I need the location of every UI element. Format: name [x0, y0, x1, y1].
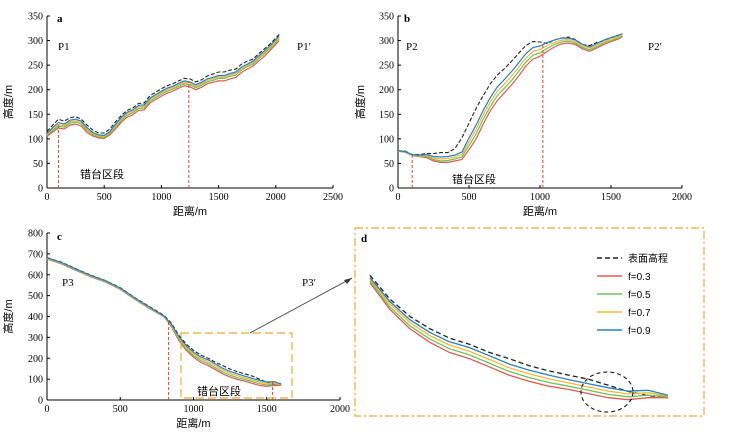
- series-line-f09: [46, 257, 282, 385]
- series-line-surface: [46, 33, 280, 134]
- x-tick-label: 2500: [323, 192, 343, 203]
- zoom-arrowhead: [344, 278, 352, 284]
- panel-label: b: [404, 13, 410, 25]
- y-tick-label: 200: [379, 85, 394, 96]
- y-tick-label: 100: [28, 375, 43, 386]
- y-tick-label: 600: [28, 270, 43, 281]
- legend-label: f=0.9: [628, 326, 651, 337]
- legend-label: f=0.7: [628, 308, 651, 319]
- zoom-series-line-f09: [369, 277, 669, 396]
- zone-label: 错台区段: [197, 384, 241, 398]
- x-tick-label: 2000: [672, 192, 692, 203]
- y-tick-label: 300: [28, 333, 43, 344]
- x-tick-label: 1000: [151, 192, 171, 203]
- profile-start-label: P3: [62, 277, 74, 289]
- panel-label: d: [361, 233, 367, 245]
- series-line-f03: [46, 40, 280, 140]
- x-tick-label: 500: [462, 192, 477, 203]
- highlight-ellipse: [580, 371, 634, 413]
- series-line-f09: [46, 35, 280, 137]
- y-tick-label: 700: [28, 249, 43, 260]
- y-tick-label: 200: [28, 354, 43, 365]
- zoom-arrow: [249, 277, 353, 334]
- zoom-series-line-f05: [369, 280, 669, 398]
- zone-label: 错台区段: [452, 172, 496, 186]
- zoom-series-line-surface: [369, 274, 669, 399]
- legend: 表面高程 f=0.3 f=0.5 f=0.7 f=0.9: [597, 252, 668, 337]
- series-line-f05: [46, 258, 282, 386]
- series-line-f09: [397, 33, 623, 158]
- series-line-f07: [46, 36, 280, 138]
- zoom-box: [180, 332, 293, 399]
- legend-label: f=0.5: [628, 290, 651, 301]
- panel-b: 0 500 1000 1500 2000 0 50 100 150 200 250 300 350 距离/…: [353, 12, 692, 219]
- panel-c: 0 500 1000 1500 2000 0 100 200 300 400 500 600 700 80…: [1, 229, 350, 431]
- series-line-f03: [46, 258, 282, 388]
- series-line-surface: [397, 34, 623, 156]
- zoom-series-line-f07: [369, 278, 669, 397]
- profile-end-label: P2′: [648, 41, 662, 53]
- y-tick-label: 300: [379, 36, 394, 47]
- y-tick-label: 0: [38, 184, 43, 195]
- legend-label: 表面高程: [628, 252, 668, 265]
- y-tick-label: 250: [379, 61, 394, 72]
- series-line-f03: [397, 36, 623, 163]
- x-tick-label: 2000: [330, 404, 350, 415]
- y-tick-label: 100: [379, 134, 394, 145]
- panel-label: c: [57, 231, 62, 243]
- y-tick-label: 350: [379, 12, 394, 23]
- series-line-f07: [46, 257, 282, 386]
- y-axis-label: 高度/m: [1, 85, 15, 119]
- y-tick-label: 200: [28, 85, 43, 96]
- x-axis-label: 距离/m: [173, 204, 207, 218]
- zoom-region: [180, 277, 353, 399]
- panel-label: a: [57, 13, 63, 25]
- zone-label: 错台区段: [80, 167, 124, 181]
- zoom-series-line-f03: [369, 282, 668, 401]
- x-tick-label: 0: [45, 192, 50, 203]
- x-tick-label: 1000: [184, 404, 204, 415]
- y-tick-label: 50: [384, 159, 394, 170]
- y-tick-label: 150: [379, 110, 394, 121]
- panel-a: 0 500 1000 1500 2000 2500 0 50 100 150 200 250 300 35…: [1, 12, 343, 219]
- x-tick-label: 500: [97, 192, 112, 203]
- series-line-f05: [397, 35, 623, 162]
- legend-label: f=0.3: [628, 272, 651, 283]
- x-axis-label: 距离/m: [523, 204, 557, 218]
- y-axis-label: 高度/m: [1, 299, 15, 333]
- zoom-panel-frame: [354, 227, 705, 417]
- y-axis-label: 高度/m: [353, 85, 367, 119]
- profile-start-label: P2: [406, 41, 418, 53]
- profile-end-label: P1′: [297, 41, 311, 53]
- x-tick-label: 0: [396, 192, 401, 203]
- series-line-f05: [46, 38, 280, 139]
- x-axis-label: 距离/m: [176, 416, 210, 430]
- panel-d: d 表面高程 f=0.3 f=0.5 f=0.7 f=0.9: [354, 227, 705, 417]
- x-tick-label: 1500: [257, 404, 277, 415]
- x-tick-label: 500: [113, 404, 128, 415]
- y-tick-label: 300: [28, 36, 43, 47]
- profile-end-label: P3′: [302, 277, 316, 289]
- y-tick-label: 150: [28, 110, 43, 121]
- series-line-surface: [46, 257, 282, 386]
- y-tick-label: 0: [38, 396, 43, 407]
- y-tick-label: 100: [28, 134, 43, 145]
- x-tick-label: 2000: [266, 192, 286, 203]
- y-tick-label: 0: [389, 184, 394, 195]
- x-tick-label: 1000: [530, 192, 550, 203]
- x-tick-label: 1500: [209, 192, 229, 203]
- x-tick-label: 0: [45, 404, 50, 415]
- profile-start-label: P1: [58, 41, 70, 53]
- series-line-f07: [397, 34, 623, 160]
- y-tick-label: 500: [28, 291, 43, 302]
- y-tick-label: 50: [33, 159, 43, 170]
- y-tick-label: 400: [28, 312, 43, 323]
- y-tick-label: 800: [28, 229, 43, 240]
- y-tick-label: 350: [28, 12, 43, 23]
- x-tick-label: 1500: [601, 192, 621, 203]
- y-tick-label: 250: [28, 61, 43, 72]
